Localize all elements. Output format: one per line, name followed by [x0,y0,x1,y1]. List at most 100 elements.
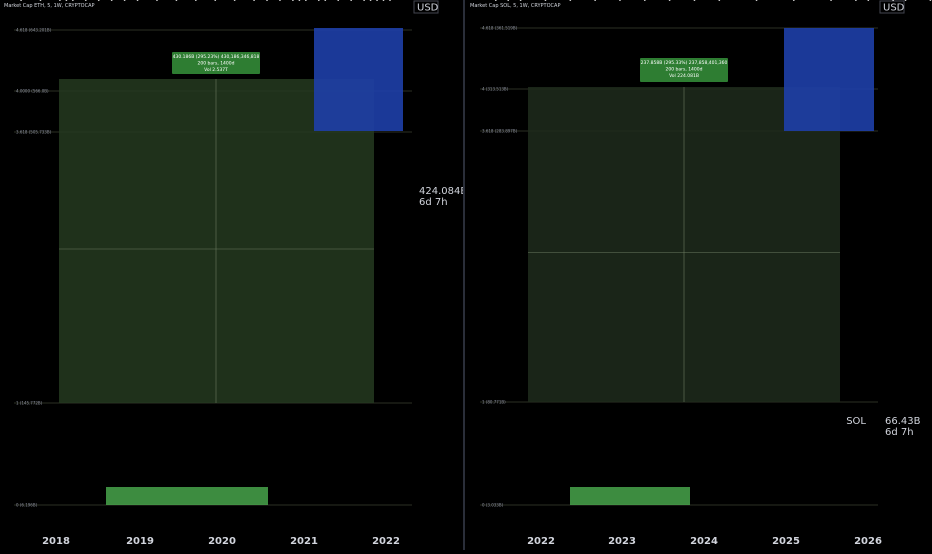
price-point [253,0,255,1]
price-point [337,0,340,1]
y-tick-label: 400B [419,0,445,3]
price-point [904,0,907,1]
fib-label: 1 (145.772B) [16,401,43,406]
price-point [84,0,87,1]
x-tick-label: 2022 [527,536,555,547]
y-tick-label: 440B [419,0,445,3]
accumulation-box [570,487,690,505]
x-tick-label: 2024 [690,536,718,547]
eth-chart-panel[interactable]: Market Cap ETH, 5, 1W, CRYPTOCAP USD 4.618… [0,0,467,550]
price-symbol: SOL [846,416,866,427]
price-point [854,0,857,1]
y-tick-label: 180B [885,0,911,3]
measure-tooltip-line: 200 bars, 1400d [198,61,235,67]
currency-box [879,0,905,14]
y-tick-label: 80B [419,0,439,3]
price-point [619,0,621,1]
x-tick-label: 2022 [372,536,400,547]
y-tick-label: 520B [419,0,445,3]
measure-tooltip-box [172,52,260,74]
y-tick-label: 200B [885,0,911,3]
price-point [156,0,158,1]
bar-countdown-label: 6d 7h [419,197,448,208]
target-box [784,28,874,131]
price-point [643,0,646,1]
x-tick-label: 2023 [608,536,636,547]
price-point [929,0,932,1]
price-point [123,0,126,1]
y-tick-label: 140B [885,0,911,3]
measure-tooltip-line: 237.858B (295.33%) 237,858,401,360 [641,60,728,66]
price-point [867,0,870,1]
price-point [58,0,61,1]
fib-label: 4.618 (643.201B) [16,28,52,33]
measure-tooltip-line: Vol 224.081B [669,73,699,79]
price-point [324,0,327,1]
price-point [39,0,42,1]
y-tick-label: 20B [885,0,905,3]
y-tick-label: 80B [885,0,905,3]
price-point [304,0,307,1]
price-point [718,0,721,1]
sol-chart-panel[interactable]: Market Cap SOL, 5, 1W, CRYPTOCAP USD 4.618… [466,0,932,550]
fib-label: 4.0000 (566.0B) [16,89,49,94]
x-tick-label: 2018 [42,536,70,547]
price-point [363,0,366,1]
measure-tooltip-box [640,58,728,82]
currency-box [413,0,439,14]
y-tick-label: 160B [419,0,445,3]
price-point [382,0,385,1]
x-tick-label: 2026 [854,536,882,547]
y-tick-label: 0 [885,0,891,3]
eth-chart[interactable]: Market Cap ETH, 5, 1W, CRYPTOCAP USD 4.618… [0,0,467,550]
price-point [569,0,572,1]
price-point [317,0,320,1]
current-price-label: 424.084B [419,186,463,197]
y-tick-label: 220B [885,0,911,3]
x-tick-label: 2020 [208,536,236,547]
price-point [194,0,197,1]
fib-label: 4.618 (361.519B) [482,26,518,31]
target-box [314,28,403,131]
y-tick-label: 120B [419,0,445,3]
current-price-label: 66.43B [885,416,921,427]
sol-chart[interactable]: Market Cap SOL, 5, 1W, CRYPTOCAP USD 4.618… [466,0,932,550]
price-point [792,0,795,1]
price-point [755,0,758,1]
y-tick-label: 40B [419,0,439,3]
price-point [350,0,353,1]
price-point [97,0,100,1]
y-tick-label: 340B [885,0,911,3]
price-point [544,0,547,1]
x-tick-label: 2019 [126,536,154,547]
price-point [136,0,139,1]
y-tick-label: 320B [419,0,445,3]
price-point [71,0,74,1]
y-tick-label: 240B [419,0,445,3]
price-point [110,0,113,1]
currency-label: USD [883,3,905,14]
panel-divider [463,0,465,550]
price-point [65,0,68,1]
bar-countdown-label: 6d 7h [885,427,914,438]
price-point [214,0,217,1]
accumulation-box [106,487,268,505]
price-point [594,0,597,1]
y-tick-label: 0 [419,0,425,3]
fib-label: 3.618 (505.733B) [16,130,52,135]
price-point [266,0,268,1]
measure-tooltip-line: 200 bars, 1400d [666,67,703,73]
chart-header: Market Cap ETH, 5, 1W, CRYPTOCAP [4,3,95,9]
chart-header: Market Cap SOL, 5, 1W, CRYPTOCAP [470,3,560,9]
price-point [519,0,522,1]
price-point [20,0,22,1]
fib-label: 0 (6.196B) [16,503,38,508]
y-tick-label: 200B [419,0,445,3]
measure-tooltip-line: 430.186B (295.23%) 430,186,346,818 [173,54,260,60]
price-point [830,0,832,1]
y-tick-label: 280B [419,0,445,3]
y-tick-label: 640B [419,0,445,3]
price-point [298,0,301,1]
y-tick-label: 480B [419,0,445,3]
range-box [59,79,374,403]
